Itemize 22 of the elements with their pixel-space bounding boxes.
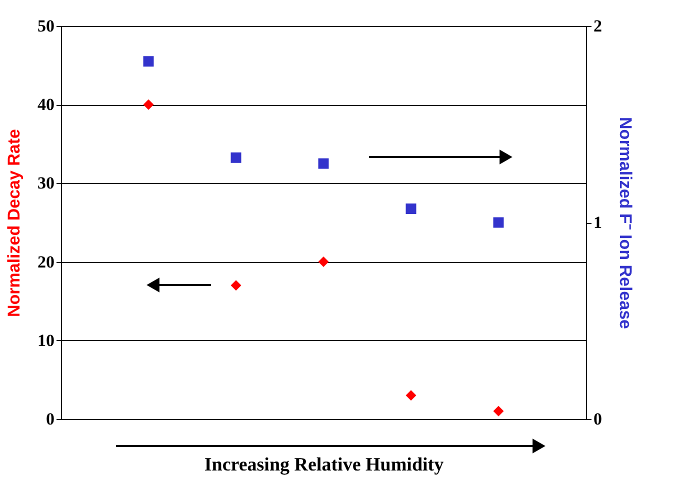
point (143, 56, 154, 67)
y-tick-label: 0 (46, 410, 54, 428)
point (143, 99, 154, 110)
y-tick-label: 30 (38, 174, 54, 193)
y-axis-title: Normalized Decay Rate (4, 128, 24, 318)
y-tick-label: 40 (38, 95, 54, 114)
point (230, 280, 242, 291)
point (406, 390, 416, 401)
point (318, 256, 329, 268)
y2-tick-label: 1 (594, 213, 602, 232)
y-tick-label: 50 (38, 16, 54, 36)
point (230, 152, 242, 163)
y2-tick-label: 0 (594, 410, 602, 428)
y2-tick-label: 2 (594, 16, 602, 36)
x-axis-title: Increasing Relative Humidity (204, 454, 444, 476)
point (406, 204, 416, 214)
y-tick-label: 20 (38, 252, 54, 272)
point (318, 158, 329, 169)
y-tick-label: 10 (38, 330, 54, 350)
point (493, 217, 504, 228)
point (493, 406, 504, 416)
y2-axis-title: Normalized F⁻ Ion Release (616, 117, 635, 329)
